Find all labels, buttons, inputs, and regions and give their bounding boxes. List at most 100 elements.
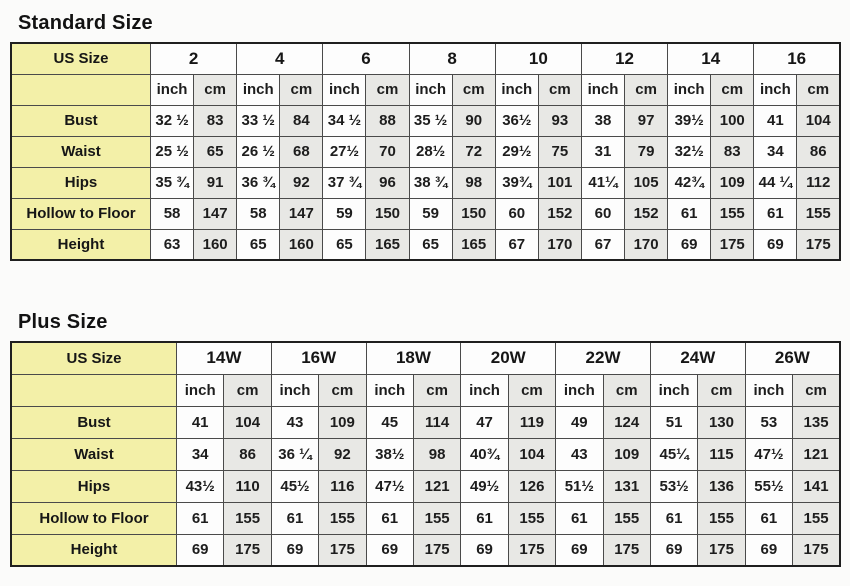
- unit-inch-header-cell: inch: [322, 73, 367, 106]
- cm-value-cell: 97: [624, 104, 669, 137]
- cm-value-cell: 121: [792, 437, 841, 471]
- inch-value-cell: 61: [744, 501, 794, 535]
- standard-size-title: Standard Size: [18, 12, 153, 34]
- unit-cm-header-cell: cm: [796, 73, 841, 106]
- inch-value-cell: 67: [494, 228, 539, 261]
- cm-value-cell: 83: [193, 104, 238, 137]
- unit-inch-header-cell: inch: [365, 373, 414, 407]
- cm-value-cell: 86: [796, 135, 841, 168]
- size-header-cell: 8: [408, 42, 496, 75]
- measurement-row: Bust 32 ½ 83 33 ½ 84 34 ½ 88 35 ½ 90 36½ 93 38 97 39½…: [10, 104, 841, 137]
- inch-value-cell: 53½: [649, 469, 699, 503]
- unit-inch-header-cell: inch: [667, 73, 712, 106]
- unit-inch-header-cell: inch: [744, 373, 794, 407]
- cm-value-cell: 98: [412, 437, 462, 471]
- inch-value-cell: 65: [236, 228, 281, 261]
- measurement-label-cell: Bust: [10, 405, 177, 439]
- inch-value-cell: 36 ¾: [236, 166, 281, 199]
- cm-value-cell: 136: [697, 469, 746, 503]
- inch-value-cell: 40¾: [460, 437, 509, 471]
- inch-value-cell: 45: [365, 405, 414, 439]
- cm-value-cell: 119: [507, 405, 557, 439]
- plus-size-table: US Size 14W 16W 18W 20W 22W 24W 26W inch cm inch cm…: [10, 341, 841, 567]
- cm-value-cell: 150: [365, 197, 410, 230]
- size-chart-page: Standard Size US Size 2 4 6 8 10 12 14 16 inch cm i…: [10, 12, 841, 567]
- cm-value-cell: 175: [697, 533, 746, 567]
- cm-value-cell: 155: [792, 501, 841, 535]
- cm-value-cell: 175: [507, 533, 557, 567]
- cm-value-cell: 126: [507, 469, 557, 503]
- inch-value-cell: 33 ½: [236, 104, 281, 137]
- measurement-label-cell: Hollow to Floor: [10, 501, 177, 535]
- inch-value-cell: 60: [580, 197, 626, 230]
- unit-cm-header-cell: cm: [412, 373, 462, 407]
- cm-value-cell: 175: [318, 533, 367, 567]
- inch-value-cell: 61: [667, 197, 712, 230]
- cm-value-cell: 147: [193, 197, 238, 230]
- plus-size-section: Plus Size US Size 14W 16W 18W 20W 22W 24W 26W in…: [10, 311, 841, 567]
- inch-value-cell: 39½: [667, 104, 712, 137]
- inch-value-cell: 65: [322, 228, 367, 261]
- size-header-cell: 2: [149, 42, 238, 75]
- cm-value-cell: 109: [318, 405, 367, 439]
- inch-value-cell: 51½: [555, 469, 604, 503]
- inch-value-cell: 38 ¾: [408, 166, 453, 199]
- inch-value-cell: 32 ½: [149, 104, 195, 137]
- measurement-label-cell: Height: [10, 228, 151, 261]
- cm-value-cell: 114: [412, 405, 462, 439]
- cm-value-cell: 155: [223, 501, 272, 535]
- cm-value-cell: 175: [796, 228, 841, 261]
- inch-value-cell: 61: [270, 501, 320, 535]
- inch-value-cell: 69: [667, 228, 712, 261]
- unit-cm-header-cell: cm: [279, 73, 324, 106]
- measurement-row: Hollow to Floor 61 155 61 155 61 155 61 155 61 155…: [10, 501, 841, 535]
- cm-value-cell: 155: [796, 197, 841, 230]
- inch-value-cell: 43: [270, 405, 320, 439]
- cm-value-cell: 130: [697, 405, 746, 439]
- inch-value-cell: 69: [649, 533, 699, 567]
- unit-inch-header-cell: inch: [649, 373, 699, 407]
- standard-size-section: Standard Size US Size 2 4 6 8 10 12 14 16 inch cm i…: [10, 12, 841, 261]
- inch-value-cell: 42¾: [667, 166, 712, 199]
- inch-value-cell: 69: [460, 533, 509, 567]
- cm-value-cell: 90: [451, 104, 496, 137]
- us-size-corner-cell: US Size: [10, 341, 177, 375]
- cm-value-cell: 100: [710, 104, 755, 137]
- inch-value-cell: 29½: [494, 135, 539, 168]
- inch-value-cell: 49: [555, 405, 604, 439]
- cm-value-cell: 150: [451, 197, 496, 230]
- unit-inch-header-cell: inch: [460, 373, 509, 407]
- cm-value-cell: 115: [697, 437, 746, 471]
- size-header-cell: 14: [667, 42, 755, 75]
- cm-value-cell: 79: [624, 135, 669, 168]
- cm-value-cell: 155: [412, 501, 462, 535]
- unit-inch-header-cell: inch: [555, 373, 604, 407]
- inch-value-cell: 28½: [408, 135, 453, 168]
- inch-value-cell: 45½: [270, 469, 320, 503]
- inch-value-cell: 61: [649, 501, 699, 535]
- inch-value-cell: 43½: [175, 469, 225, 503]
- inch-value-cell: 34: [175, 437, 225, 471]
- inch-value-cell: 69: [555, 533, 604, 567]
- inch-value-cell: 63: [149, 228, 195, 261]
- cm-value-cell: 155: [697, 501, 746, 535]
- cm-value-cell: 84: [279, 104, 324, 137]
- inch-value-cell: 35 ½: [408, 104, 453, 137]
- inch-value-cell: 41¼: [580, 166, 626, 199]
- cm-value-cell: 92: [318, 437, 367, 471]
- blank-corner-cell: [10, 73, 151, 106]
- cm-value-cell: 110: [223, 469, 272, 503]
- us-size-corner-cell: US Size: [10, 42, 151, 75]
- inch-value-cell: 53: [744, 405, 794, 439]
- size-header-row: US Size 2 4 6 8 10 12 14 16: [10, 42, 841, 75]
- cm-value-cell: 86: [223, 437, 272, 471]
- inch-value-cell: 25 ½: [149, 135, 195, 168]
- cm-value-cell: 160: [193, 228, 238, 261]
- measurement-row: Waist 25 ½ 65 26 ½ 68 27½ 70 28½ 72 29½ 75 31 79 32½ 8…: [10, 135, 841, 168]
- unit-cm-header-cell: cm: [602, 373, 651, 407]
- cm-value-cell: 155: [318, 501, 367, 535]
- cm-value-cell: 83: [710, 135, 755, 168]
- measurement-row: Bust 41 104 43 109 45 114 47 119 49 124 51 130 53 135: [10, 405, 841, 439]
- measurement-label-cell: Hollow to Floor: [10, 197, 151, 230]
- size-header-cell: 22W: [555, 341, 651, 375]
